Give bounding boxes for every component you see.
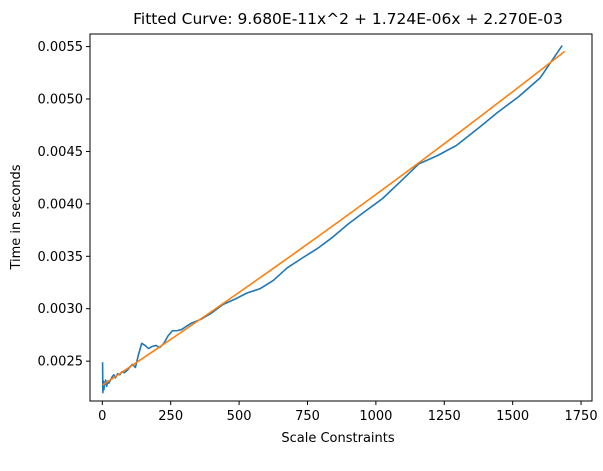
x-tick-label: 250 — [158, 409, 183, 424]
y-tick-label: 0.0040 — [38, 197, 84, 212]
series-line-1 — [101, 45, 563, 394]
series-line-2 — [102, 50, 566, 386]
x-tick-label: 1000 — [359, 409, 392, 424]
y-tick-label: 0.0055 — [38, 40, 84, 55]
chart-title: Fitted Curve: 9.680E-11x^2 + 1.724E-06x … — [133, 10, 563, 28]
x-axis-label: Scale Constraints — [281, 431, 395, 446]
plot-frame — [89, 33, 593, 402]
y-tick-label: 0.0025 — [38, 355, 84, 370]
x-tick-label: 0 — [98, 409, 106, 424]
y-tick-label: 0.0035 — [38, 250, 84, 265]
x-tick-label: 1750 — [565, 409, 598, 424]
x-tick-label: 1250 — [428, 409, 461, 424]
y-axis: 0.0025 0.0030 0.0035 0.0040 0.0045 0.0050 0.00… — [38, 40, 90, 370]
plot-lines — [101, 45, 566, 394]
x-tick-label: 500 — [227, 409, 252, 424]
x-tick-label: 750 — [295, 409, 320, 424]
y-tick-label: 0.0050 — [38, 93, 84, 108]
y-axis-label: Time in seconds — [9, 164, 24, 270]
x-tick-label: 1500 — [496, 409, 529, 424]
y-tick-label: 0.0045 — [38, 145, 84, 160]
y-tick-label: 0.0030 — [38, 302, 84, 317]
x-axis: 0 250 500 750 1000 1250 1500 1750 — [98, 401, 598, 424]
